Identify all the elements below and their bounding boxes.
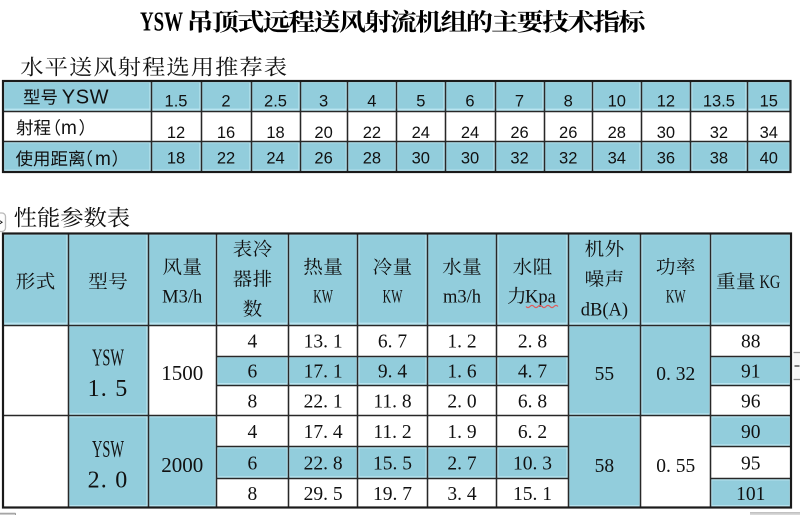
svg-text:2.5: 2.5 xyxy=(264,92,287,110)
svg-text:95: 95 xyxy=(741,454,761,475)
svg-text:58: 58 xyxy=(595,456,615,477)
svg-text:3. 4: 3. 4 xyxy=(447,484,477,505)
svg-text:24: 24 xyxy=(461,124,479,142)
svg-text:12: 12 xyxy=(167,124,185,142)
svg-text:10. 3: 10. 3 xyxy=(513,454,552,475)
svg-text:6: 6 xyxy=(465,92,474,110)
svg-text:2: 2 xyxy=(221,92,230,110)
svg-text:30: 30 xyxy=(657,124,675,142)
svg-text:22: 22 xyxy=(217,149,235,167)
svg-text:YSW: YSW xyxy=(92,345,124,372)
svg-text:91: 91 xyxy=(741,362,761,383)
svg-text:Kpa: Kpa xyxy=(525,288,556,308)
svg-text:22. 8: 22. 8 xyxy=(304,454,343,475)
svg-text:13. 1: 13. 1 xyxy=(304,332,343,353)
svg-text:1. 9: 1. 9 xyxy=(447,422,476,443)
svg-text:18: 18 xyxy=(167,149,185,167)
svg-text:38: 38 xyxy=(710,149,728,167)
svg-text:32: 32 xyxy=(710,124,728,142)
svg-text:17. 1: 17. 1 xyxy=(304,362,343,383)
svg-text:M3/h: M3/h xyxy=(162,288,202,308)
svg-text:13.5: 13.5 xyxy=(703,92,735,110)
svg-text:0. 32: 0. 32 xyxy=(656,364,695,385)
svg-text:1500: 1500 xyxy=(161,361,203,385)
svg-text:18: 18 xyxy=(266,124,284,142)
svg-text:7: 7 xyxy=(515,92,524,110)
svg-text:YSW: YSW xyxy=(62,87,109,109)
svg-text:YSW: YSW xyxy=(92,436,124,463)
svg-text:8: 8 xyxy=(248,392,258,413)
svg-text:YSW: YSW xyxy=(140,7,183,37)
svg-text:55: 55 xyxy=(595,364,615,385)
svg-text:24: 24 xyxy=(266,149,284,167)
svg-text:34: 34 xyxy=(760,124,778,142)
svg-text:11. 2: 11. 2 xyxy=(373,422,411,443)
svg-text:KW: KW xyxy=(383,287,403,307)
svg-text:8: 8 xyxy=(248,484,258,505)
svg-text:30: 30 xyxy=(461,149,479,167)
svg-text:88: 88 xyxy=(741,332,761,353)
svg-text:15. 1: 15. 1 xyxy=(513,484,552,505)
svg-text:KW: KW xyxy=(666,287,686,307)
svg-text:0. 55: 0. 55 xyxy=(656,456,695,477)
svg-text:20: 20 xyxy=(314,124,332,142)
svg-text:26: 26 xyxy=(314,149,332,167)
svg-text:1. 6: 1. 6 xyxy=(447,362,477,383)
svg-text:10: 10 xyxy=(608,92,626,110)
svg-text:15: 15 xyxy=(760,92,778,110)
svg-text:17. 4: 17. 4 xyxy=(304,422,343,443)
svg-text:28: 28 xyxy=(363,149,381,167)
svg-text:19. 7: 19. 7 xyxy=(373,484,412,505)
svg-text:KW: KW xyxy=(313,287,333,307)
svg-text:m: m xyxy=(61,118,77,139)
svg-text:m3/h: m3/h xyxy=(443,288,481,308)
svg-text:30: 30 xyxy=(412,149,430,167)
svg-text:4: 4 xyxy=(367,92,376,110)
svg-text:m: m xyxy=(95,149,111,170)
svg-text:29. 5: 29. 5 xyxy=(304,484,343,505)
svg-text:2. 0: 2. 0 xyxy=(88,468,129,494)
svg-text:22. 1: 22. 1 xyxy=(304,392,343,413)
svg-text:24: 24 xyxy=(412,124,430,142)
svg-text:4: 4 xyxy=(248,332,258,353)
svg-text:9. 4: 9. 4 xyxy=(378,362,408,383)
svg-text:28: 28 xyxy=(608,124,626,142)
svg-text:6. 2: 6. 2 xyxy=(518,422,547,443)
svg-text:6: 6 xyxy=(248,454,258,475)
svg-text:12: 12 xyxy=(657,92,675,110)
svg-text:dB(A): dB(A) xyxy=(581,301,628,321)
svg-text:11. 8: 11. 8 xyxy=(373,392,411,413)
svg-text:KG: KG xyxy=(760,271,781,292)
svg-text:96: 96 xyxy=(741,392,761,413)
svg-text:1. 2: 1. 2 xyxy=(447,332,476,353)
svg-text:4: 4 xyxy=(248,422,258,443)
svg-text:2. 8: 2. 8 xyxy=(518,332,547,353)
svg-text:101: 101 xyxy=(736,484,765,505)
svg-text:2. 0: 2. 0 xyxy=(447,392,476,413)
svg-text:3: 3 xyxy=(319,92,328,110)
svg-text:2. 7: 2. 7 xyxy=(447,454,477,475)
svg-text:6. 7: 6. 7 xyxy=(378,332,408,353)
svg-text:36: 36 xyxy=(657,149,675,167)
svg-text:16: 16 xyxy=(217,124,235,142)
svg-text:32: 32 xyxy=(559,149,577,167)
svg-text:26: 26 xyxy=(559,124,577,142)
svg-text:26: 26 xyxy=(510,124,528,142)
svg-text:1.5: 1.5 xyxy=(165,92,188,110)
svg-text:4. 7: 4. 7 xyxy=(518,362,548,383)
svg-text:8: 8 xyxy=(564,92,573,110)
svg-text:15. 5: 15. 5 xyxy=(373,454,412,475)
svg-text:90: 90 xyxy=(741,422,761,443)
svg-text:32: 32 xyxy=(510,149,528,167)
svg-text:34: 34 xyxy=(608,149,626,167)
svg-text:40: 40 xyxy=(760,149,778,167)
svg-text:2000: 2000 xyxy=(161,453,203,477)
svg-text:6: 6 xyxy=(248,362,258,383)
svg-text:22: 22 xyxy=(363,124,381,142)
svg-text:1. 5: 1. 5 xyxy=(88,376,129,402)
svg-text:6. 8: 6. 8 xyxy=(518,392,547,413)
svg-text:5: 5 xyxy=(416,92,425,110)
